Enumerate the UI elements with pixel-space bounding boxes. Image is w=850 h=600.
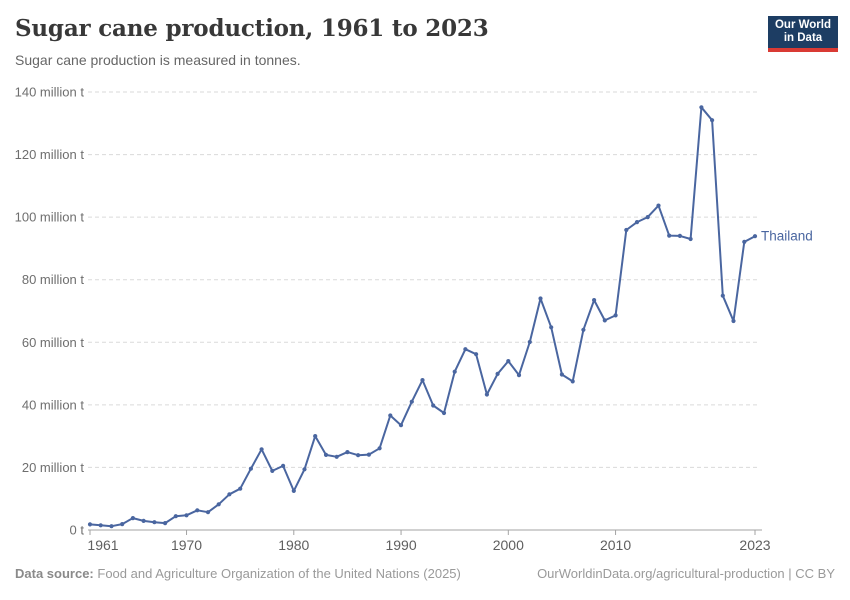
y-axis-tick-label: 60 million t — [22, 335, 85, 350]
data-point[interactable] — [527, 339, 532, 345]
data-point[interactable] — [259, 447, 264, 452]
data-point[interactable] — [474, 352, 479, 357]
data-point[interactable] — [420, 378, 425, 383]
data-point[interactable] — [441, 410, 447, 416]
x-axis-tick-label: 2000 — [493, 537, 524, 553]
data-point[interactable] — [634, 220, 640, 225]
y-axis-tick-label: 100 million t — [15, 210, 85, 225]
owid-logo-line1: Our World — [774, 19, 831, 31]
y-axis-tick-label: 40 million t — [22, 397, 85, 412]
data-point[interactable] — [238, 486, 243, 491]
data-source-note: Data source: Food and Agriculture Organi… — [15, 566, 461, 581]
data-point[interactable] — [377, 446, 382, 451]
data-point[interactable] — [752, 234, 758, 239]
data-point[interactable] — [624, 227, 629, 233]
data-point[interactable] — [334, 454, 339, 459]
data-point[interactable] — [699, 105, 704, 110]
data-point[interactable] — [130, 516, 135, 521]
data-point[interactable] — [613, 313, 618, 318]
data-point[interactable] — [710, 118, 715, 123]
data-source-label: Data source: — [15, 566, 94, 581]
credit-link[interactable]: OurWorldinData.org/agricultural-producti… — [537, 566, 835, 581]
data-point[interactable] — [109, 524, 114, 529]
data-point[interactable] — [452, 369, 457, 374]
data-point[interactable] — [495, 371, 500, 376]
data-point[interactable] — [356, 453, 361, 458]
data-point[interactable] — [484, 392, 489, 397]
data-point[interactable] — [731, 318, 736, 324]
data-point[interactable] — [463, 347, 468, 352]
y-axis-tick-label: 20 million t — [22, 460, 85, 475]
data-point[interactable] — [398, 423, 404, 428]
data-point[interactable] — [570, 379, 575, 384]
data-point[interactable] — [688, 236, 693, 242]
y-axis-tick-label: 0 t — [70, 523, 85, 538]
y-axis-tick-label: 120 million t — [15, 147, 85, 162]
data-point[interactable] — [205, 510, 211, 515]
x-axis-tick-label: 1961 — [87, 537, 118, 553]
data-point[interactable] — [516, 373, 522, 378]
data-point[interactable] — [163, 521, 168, 526]
chart-footer: Data source: Food and Agriculture Organi… — [15, 566, 835, 586]
data-point[interactable] — [270, 468, 275, 473]
data-point[interactable] — [313, 434, 318, 439]
data-point[interactable] — [431, 403, 436, 408]
data-point[interactable] — [323, 452, 329, 457]
data-point[interactable] — [291, 488, 296, 493]
data-point[interactable] — [538, 296, 543, 301]
data-point[interactable] — [742, 239, 747, 244]
page-title: Sugar cane production, 1961 to 2023 — [15, 15, 489, 42]
x-axis-tick-label: 2010 — [600, 537, 631, 553]
owid-logo-line2: in Data — [783, 32, 823, 44]
data-point[interactable] — [366, 452, 371, 457]
data-point[interactable] — [173, 514, 178, 519]
data-point[interactable] — [302, 467, 307, 472]
data-point[interactable] — [645, 215, 650, 220]
data-point[interactable] — [581, 327, 586, 332]
data-point[interactable] — [195, 508, 200, 513]
data-point[interactable] — [656, 203, 661, 208]
chart-header: Sugar cane production, 1961 to 2023 Suga… — [15, 14, 745, 69]
x-axis-tick-label: 2023 — [739, 537, 770, 553]
x-axis-tick-label: 1990 — [385, 537, 416, 553]
x-axis-tick-label: 1980 — [278, 537, 309, 553]
data-point[interactable] — [98, 523, 103, 528]
x-axis-tick-label: 1970 — [171, 537, 202, 553]
data-point[interactable] — [345, 450, 350, 455]
data-point[interactable] — [602, 318, 607, 323]
data-point[interactable] — [667, 233, 672, 238]
data-source-text: Food and Agriculture Organization of the… — [97, 566, 461, 581]
data-point[interactable] — [248, 466, 253, 471]
chart-subtitle: Sugar cane production is measured in ton… — [15, 52, 301, 68]
entity-label[interactable]: Thailand — [761, 229, 813, 244]
data-point[interactable] — [216, 502, 221, 507]
owid-logo[interactable]: Our World in Data — [768, 16, 838, 52]
data-point[interactable] — [184, 513, 189, 518]
data-point[interactable] — [87, 522, 93, 527]
data-point[interactable] — [559, 372, 565, 377]
data-point[interactable] — [281, 463, 286, 468]
data-point[interactable] — [152, 520, 157, 525]
y-axis-tick-label: 80 million t — [22, 272, 85, 287]
data-point[interactable] — [677, 233, 683, 238]
data-point[interactable] — [409, 399, 414, 404]
data-point[interactable] — [120, 522, 125, 527]
y-axis-tick-label: 140 million t — [15, 85, 85, 100]
data-point[interactable] — [592, 298, 597, 303]
data-point[interactable] — [506, 359, 511, 364]
data-point[interactable] — [141, 518, 146, 524]
data-point[interactable] — [549, 325, 554, 330]
data-point[interactable] — [388, 413, 393, 418]
data-point[interactable] — [720, 293, 725, 298]
data-point[interactable] — [227, 492, 232, 497]
data-series-line[interactable] — [89, 106, 756, 528]
